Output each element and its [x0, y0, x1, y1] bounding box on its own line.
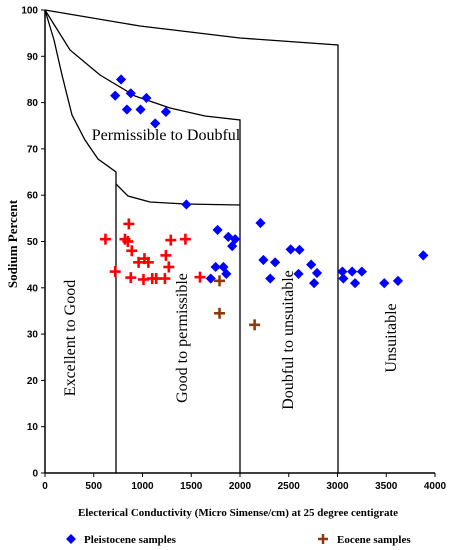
x-tick-label: 2000	[229, 481, 252, 492]
region-label-permissible-to-doubful: Permissible to Doubful	[92, 127, 241, 144]
y-tick-label: 60	[27, 191, 39, 202]
x-tick-label: 500	[85, 481, 102, 492]
eocene-point	[165, 234, 177, 246]
eocene-point	[122, 236, 134, 247]
y-axis-title: Sodium Percent	[5, 199, 20, 288]
pleistocene-point	[270, 257, 281, 268]
pleistocene-point	[294, 244, 305, 255]
boundary-lines	[44, 9, 339, 473]
region-label-excellent-to-good: Excellent to Good	[62, 280, 79, 396]
pleistocene-point	[125, 88, 136, 99]
pleistocene-point	[418, 250, 429, 261]
pleistocene-point	[285, 244, 296, 255]
y-tick-label: 90	[27, 52, 39, 63]
eocene-point	[163, 261, 175, 273]
legend-eocene-marker	[318, 534, 328, 544]
x-axis-title: Electerical Conductivity (Micro Simense/…	[78, 507, 398, 519]
pleistocene-point	[356, 266, 367, 277]
pleistocene-point	[115, 74, 127, 85]
pleistocene-point	[392, 275, 404, 286]
y-tick-label: 50	[27, 237, 39, 248]
pleistocene-point	[121, 104, 132, 115]
x-tick-label: 1500	[180, 481, 203, 492]
eocene-point	[179, 233, 191, 245]
eocene-point	[214, 275, 226, 287]
eocene-point	[126, 245, 138, 257]
pleistocene-point	[181, 199, 192, 210]
eocene-point	[133, 256, 145, 268]
x-tick-label: 3500	[375, 481, 398, 492]
y-tick-label: 40	[27, 283, 39, 294]
pleistocene-point	[306, 259, 317, 270]
eocene-point	[142, 256, 154, 268]
y-axis-ticks: 0 10 20 30 40 50 60 70 80 90 100	[21, 6, 45, 480]
legend-pleistocene-label: Pleistocene samples	[84, 534, 177, 546]
region-label-unsuitable: Unsuitable	[383, 303, 400, 372]
eocene-point	[214, 307, 226, 319]
pleistocene-point	[150, 118, 161, 129]
eocene-point	[249, 319, 261, 331]
pleistocene-point	[110, 90, 121, 101]
x-tick-label: 0	[42, 481, 48, 492]
eocene-point	[160, 249, 172, 261]
pleistocene-point	[258, 254, 269, 266]
eocene-point	[99, 233, 111, 245]
x-tick-label: 3000	[326, 481, 349, 492]
y-tick-label: 30	[27, 330, 39, 341]
pleistocene-point	[141, 92, 152, 104]
x-axis-ticks: 0 500 1000 1500 2000 2500 3000 3500 4000	[42, 473, 447, 492]
eocene-point	[159, 273, 171, 285]
eocene-point	[194, 271, 206, 283]
eocene-point	[125, 272, 137, 284]
pleistocene-point	[349, 278, 361, 289]
eocene-point	[109, 266, 121, 278]
pleistocene-point	[212, 224, 223, 236]
pleistocene-point	[135, 104, 146, 115]
pleistocene-point	[347, 266, 358, 277]
pleistocene-point	[309, 278, 320, 289]
x-tick-label: 1000	[131, 481, 154, 492]
y-tick-label: 0	[32, 469, 38, 480]
legend: Pleistocene samples Eocene samples	[66, 534, 411, 546]
y-tick-label: 10	[27, 422, 39, 433]
pleistocene-point	[265, 273, 276, 284]
y-tick-label: 20	[27, 376, 39, 387]
pleistocene-point	[338, 273, 349, 284]
eocene-point	[123, 218, 135, 230]
legend-pleistocene-marker	[66, 534, 76, 544]
pleistocene-point	[255, 217, 266, 229]
y-tick-label: 70	[27, 144, 39, 155]
x-tick-label: 2500	[278, 481, 301, 492]
region-label-good-to-permissible: Good to permissible	[174, 273, 191, 403]
y-tick-label: 80	[27, 98, 39, 109]
pleistocene-point	[311, 267, 323, 279]
y-tick-label: 100	[21, 6, 38, 17]
region-label-doubful-to-unsuitable: Doubful to unsuitable	[280, 270, 297, 410]
legend-eocene-label: Eocene samples	[337, 534, 411, 546]
pleistocene-point	[379, 278, 390, 289]
x-tick-label: 4000	[424, 481, 447, 492]
pleistocene-point	[227, 241, 238, 252]
pleistocene-point	[160, 106, 171, 117]
